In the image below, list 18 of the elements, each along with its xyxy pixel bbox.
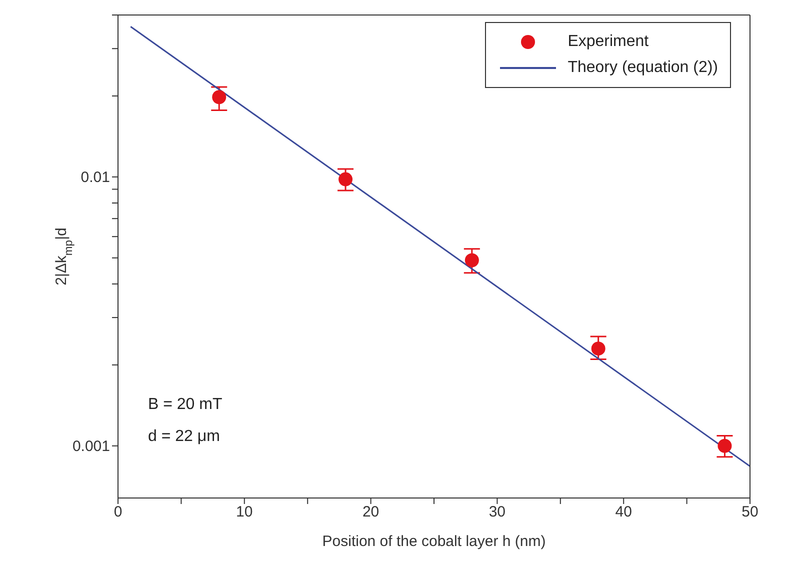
point xyxy=(464,253,479,268)
x-axis-title: Position of the cobalt layer h (nm) xyxy=(322,533,546,550)
x-tick-label: 30 xyxy=(488,504,506,521)
x-tick-label: 20 xyxy=(362,504,380,521)
legend-label: Theory (equation (2)) xyxy=(568,59,718,77)
y-tick-label: 0.01 xyxy=(80,169,110,186)
x-tick-label: 0 xyxy=(114,504,122,521)
point xyxy=(591,342,606,356)
point xyxy=(718,438,732,453)
point xyxy=(338,172,353,186)
x-tick-label: 40 xyxy=(615,504,632,521)
annotation: B = 20 mT xyxy=(148,396,222,414)
y-tick-label: 0.001 xyxy=(72,438,110,456)
legend-label: Experiment xyxy=(568,33,649,51)
annotation: d = 22 μm xyxy=(148,428,220,446)
x-tick-label: 10 xyxy=(236,504,253,521)
x-tick-label: 50 xyxy=(742,504,758,521)
point xyxy=(212,90,226,104)
